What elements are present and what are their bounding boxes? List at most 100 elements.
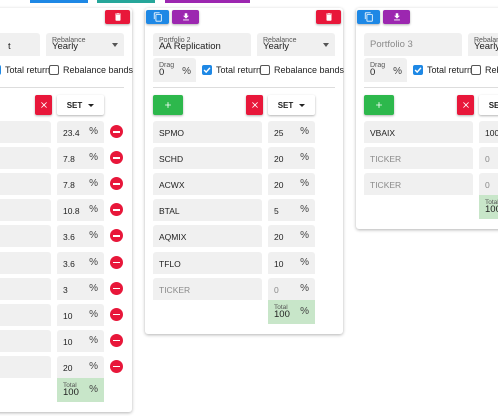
ticker-field[interactable] (0, 329, 51, 352)
set-button[interactable]: SET (479, 95, 498, 115)
total-return-checkbox[interactable] (0, 65, 1, 75)
delete-button[interactable] (316, 10, 341, 24)
ticker-field[interactable]: TICKER (364, 173, 473, 196)
total-return-label: Total return (5, 65, 51, 75)
rebalance-bands-checkbox[interactable] (471, 65, 481, 75)
weight-field[interactable]: 20% (268, 173, 315, 196)
remove-button[interactable] (110, 151, 123, 165)
ticker-field[interactable] (0, 303, 51, 326)
total-value: 100 (63, 387, 79, 398)
clear-button[interactable] (246, 95, 263, 115)
ticker-field[interactable] (0, 251, 51, 274)
remove-button[interactable] (110, 359, 123, 373)
weight-field[interactable]: 20% (268, 225, 315, 248)
weight-field[interactable]: 3% (57, 277, 104, 300)
weight: 23.4 (63, 128, 80, 138)
total-return-checkbox[interactable] (202, 65, 212, 75)
weight-field[interactable]: 10.8% (57, 199, 104, 222)
ticker-field[interactable]: ACWX (153, 173, 262, 196)
name-field[interactable]: Portfolio 3 (364, 33, 462, 56)
percent-sign: % (89, 360, 98, 372)
ticker-field[interactable]: VBAIX (364, 121, 473, 143)
percent-sign: % (300, 305, 309, 317)
minus (113, 365, 120, 368)
percent-sign: % (89, 334, 98, 346)
rebalance-bands-checkbox[interactable] (49, 65, 59, 75)
clear-button[interactable] (457, 95, 474, 115)
name-field[interactable]: t (0, 33, 40, 56)
remove-button[interactable] (110, 177, 123, 191)
download-button[interactable] (172, 10, 199, 24)
top-button[interactable] (97, 0, 155, 3)
divider (364, 87, 498, 88)
ticker-field[interactable]: SCHD (153, 147, 262, 170)
weight: 100 (485, 128, 498, 138)
remove-button[interactable] (110, 255, 123, 269)
remove-button[interactable] (110, 203, 123, 217)
ticker-field[interactable] (0, 121, 51, 143)
remove-button[interactable] (110, 333, 123, 347)
set-button[interactable]: SET (57, 95, 104, 115)
weight-field[interactable]: 7.8% (57, 173, 104, 196)
name-field[interactable]: Portfolio 2 AA Replication (153, 33, 251, 56)
weight-field[interactable]: 20% (268, 147, 315, 170)
ticker-field[interactable] (0, 173, 51, 196)
name-placeholder: Portfolio 3 (370, 39, 413, 50)
total-return-checkbox[interactable] (413, 65, 423, 75)
ticker-field[interactable] (0, 147, 51, 170)
ticker-field[interactable]: TICKER (364, 147, 473, 170)
weight-field[interactable]: 10% (57, 329, 104, 352)
clear-button[interactable] (35, 95, 52, 115)
weight: 5 (274, 206, 279, 217)
weight-field[interactable]: 3.6% (57, 251, 104, 274)
weight-field[interactable]: 20% (57, 355, 104, 378)
drag-field[interactable]: Drag 0% (153, 58, 196, 82)
weight-field[interactable]: 0% (479, 173, 498, 196)
remove-button[interactable] (110, 229, 123, 243)
rebalance-bands-checkbox[interactable] (260, 65, 270, 75)
weight-field[interactable]: 10% (268, 251, 315, 274)
icon (165, 102, 171, 108)
weight-field[interactable]: 0% (268, 277, 315, 300)
top-button[interactable] (165, 0, 250, 3)
ticker-field[interactable]: BTAL (153, 199, 262, 222)
weight-field[interactable]: 100% (479, 121, 498, 143)
ticker-field[interactable] (0, 277, 51, 300)
total-value: 100 (274, 308, 290, 320)
drag-field[interactable]: Drag 0% (364, 58, 407, 82)
icon (325, 13, 332, 21)
remove-button[interactable] (110, 281, 123, 295)
percent-sign: % (393, 66, 402, 77)
set-button[interactable]: SET (268, 95, 315, 115)
ticker-field[interactable]: SPMO (153, 121, 262, 143)
ticker-field[interactable] (0, 225, 51, 248)
download-button[interactable] (383, 10, 410, 24)
remove-button[interactable] (110, 307, 123, 321)
copy-button[interactable] (146, 10, 169, 24)
ticker-field[interactable] (0, 355, 51, 378)
weight-field[interactable]: 7.8% (57, 147, 104, 170)
ticker-field[interactable]: TICKER (153, 277, 262, 300)
weight-field[interactable]: 25% (268, 121, 315, 143)
copy-button[interactable] (357, 10, 380, 24)
percent-sign: % (89, 308, 98, 320)
weight-field[interactable]: 10% (57, 303, 104, 326)
remove-button[interactable] (110, 125, 123, 138)
ticker-field[interactable]: AQMIX (153, 225, 262, 248)
top-button[interactable] (30, 0, 88, 3)
delete-button[interactable] (105, 10, 130, 24)
ticker-field[interactable] (0, 199, 51, 222)
add-button[interactable] (153, 95, 183, 115)
ticker: ACWX (159, 180, 185, 191)
ticker-field[interactable]: TFLO (153, 251, 262, 274)
weight-field[interactable]: 5% (268, 199, 315, 222)
weight-field[interactable]: 0% (479, 147, 498, 170)
add-button[interactable] (364, 95, 394, 115)
weight-field[interactable]: 23.4% (57, 121, 104, 143)
weight-field[interactable]: 3.6% (57, 225, 104, 248)
